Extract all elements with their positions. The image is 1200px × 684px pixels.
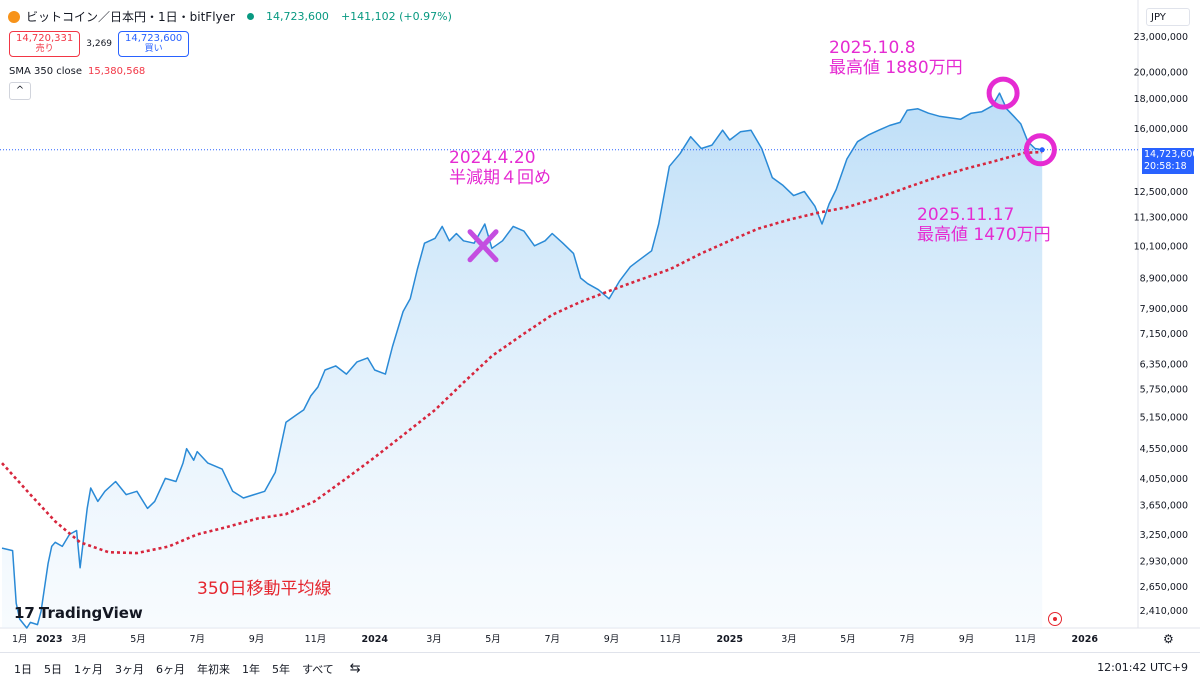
chart-header: ビットコイン／日本円・1日・bitFlyer 14,723,600 +141,1… [8, 8, 452, 25]
x-tick-label: 9月 [959, 634, 975, 645]
x-tick-label: 2026 [1072, 634, 1099, 645]
x-tick-label: 11月 [305, 634, 327, 645]
y-tick-label: 16,000,000 [1134, 124, 1188, 135]
recent-date: 2025.11.17 [917, 205, 1015, 225]
x-tick-label: 1月 [12, 634, 28, 645]
y-tick-label: 23,000,000 [1134, 32, 1188, 43]
peak-label: 最高値 1880万円 [829, 58, 963, 78]
peak-annotation: 2025.10.8 最高値 1880万円 [829, 38, 963, 78]
y-tick-label: 18,000,000 [1134, 94, 1188, 105]
timeframe-ytd[interactable]: 年初来 [197, 662, 230, 676]
timeframe-1d[interactable]: 1日 [14, 662, 32, 676]
x-tick-label: 2024 [362, 634, 389, 645]
halving-annotation: 2024.4.20 半減期４回め [449, 148, 551, 188]
y-tick-label: 12,500,000 [1134, 187, 1188, 198]
tradingview-name: TradingView [38, 604, 143, 622]
last-price-value: 14,723,600 [1144, 149, 1199, 160]
sma-legend-name: SMA 350 close [9, 66, 83, 77]
y-tick-label: 11,300,000 [1134, 213, 1188, 224]
y-tick-label: 7,150,000 [1140, 329, 1188, 340]
y-tick-label: 3,250,000 [1140, 530, 1188, 541]
y-tick-label: 3,650,000 [1140, 500, 1188, 511]
buy-button[interactable]: 14,723,600 買い [118, 31, 190, 57]
x-tick-label: 2023 [36, 634, 62, 645]
y-tick-label: 4,050,000 [1140, 474, 1188, 485]
last-price-label: 14,723,600 20:58:18 [1142, 148, 1199, 174]
timeframe-5d[interactable]: 5日 [44, 662, 62, 676]
recent-label: 最高値 1470万円 [917, 225, 1051, 245]
y-tick-label: 8,900,000 [1140, 273, 1188, 284]
halving-date: 2024.4.20 [449, 148, 536, 168]
highlight-circle-marker [986, 76, 1020, 110]
y-tick-label: 6,350,000 [1140, 359, 1188, 370]
timeframe-6m[interactable]: 6ヶ月 [156, 662, 185, 676]
timeframe-1m[interactable]: 1ヶ月 [74, 662, 103, 676]
y-tick-label: 2,410,000 [1140, 606, 1188, 617]
halving-label: 半減期４回め [449, 168, 551, 188]
y-tick-label: 10,100,000 [1134, 241, 1188, 252]
sell-button[interactable]: 14,720,331 売り [9, 31, 81, 57]
sell-price: 14,720,331 [16, 33, 74, 44]
sma-350-line [1, 150, 1043, 555]
currency-selector[interactable]: JPY [1146, 8, 1190, 26]
bar-countdown: 20:58:18 [1144, 161, 1187, 172]
spread-value: 3,269 [86, 39, 113, 49]
symbol-title[interactable]: ビットコイン／日本円・1日・bitFlyer [26, 10, 235, 24]
header-last-price: 14,723,600 [265, 10, 329, 23]
x-tick-label: 5月 [485, 634, 501, 645]
sma-legend[interactable]: SMA 350 close 15,380,568 [9, 66, 145, 77]
timeframe-3m[interactable]: 3ヶ月 [115, 662, 144, 676]
bitcoin-logo-icon [8, 10, 20, 23]
x-tick-label: 7月 [189, 634, 205, 645]
buy-label: 買い [144, 44, 163, 54]
y-tick-label: 2,930,000 [1140, 556, 1188, 567]
bottom-toolbar: 1日 5日 1ヶ月 3ヶ月 6ヶ月 年初来 1年 5年 すべて ⇆ 12:01:… [0, 652, 1200, 684]
record-icon[interactable] [1048, 612, 1062, 626]
halving-cross-marker [467, 229, 499, 263]
x-tick-label: 7月 [544, 634, 560, 645]
y-tick-label: 2,650,000 [1140, 582, 1188, 593]
tradingview-logo[interactable]: 17 TradingView [14, 604, 143, 622]
clock: 12:01:42 UTC+9 [1097, 661, 1188, 674]
calendar-range-icon[interactable]: ⇆ [349, 661, 361, 676]
sma-annotation: 350日移動平均線 [197, 579, 332, 599]
x-tick-label: 11月 [660, 634, 682, 645]
timeframe-1y[interactable]: 1年 [242, 662, 260, 676]
header-change: +141,102 (+0.97%) [340, 10, 452, 23]
peak-date: 2025.10.8 [829, 38, 916, 58]
buy-price: 14,723,600 [125, 33, 183, 44]
y-tick-label: 20,000,000 [1134, 67, 1188, 78]
sell-label: 売り [35, 44, 54, 54]
x-tick-label: 3月 [781, 634, 797, 645]
collapse-legend-button[interactable]: ^ [9, 82, 31, 100]
x-tick-label: 5月 [130, 634, 146, 645]
x-tick-label: 3月 [426, 634, 442, 645]
highlight-circle-marker [1023, 133, 1057, 167]
x-tick-label: 3月 [71, 634, 87, 645]
timeframe-all[interactable]: すべて [302, 662, 334, 676]
x-tick-label: 2025 [717, 634, 743, 645]
price-area-fill [2, 93, 1043, 629]
x-tick-label: 9月 [604, 634, 620, 645]
y-tick-label: 5,750,000 [1140, 385, 1188, 396]
tradingview-mark-icon: 17 [14, 604, 35, 622]
timeframe-5y[interactable]: 5年 [272, 662, 290, 676]
x-tick-label: 7月 [899, 634, 915, 645]
recent-annotation: 2025.11.17 最高値 1470万円 [917, 205, 1051, 245]
y-tick-label: 5,150,000 [1140, 413, 1188, 424]
x-tick-label: 5月 [840, 634, 856, 645]
order-buttons: 14,720,331 売り 3,269 14,723,600 買い [9, 31, 190, 57]
x-tick-label: 9月 [249, 634, 265, 645]
y-tick-label: 4,550,000 [1140, 444, 1188, 455]
y-tick-label: 7,900,000 [1140, 304, 1188, 315]
gear-icon[interactable]: ⚙ [1163, 632, 1174, 646]
x-tick-label: 11月 [1015, 634, 1037, 645]
price-series-line [1, 92, 1043, 629]
sma-legend-value: 15,380,568 [88, 66, 146, 77]
last-price-dot [1039, 147, 1045, 153]
market-open-indicator-icon [246, 13, 254, 20]
